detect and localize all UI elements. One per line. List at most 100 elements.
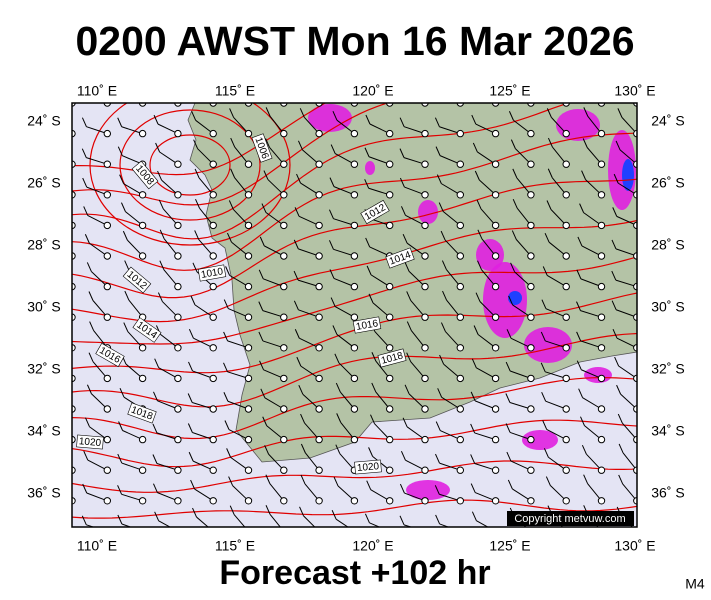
station: [421, 252, 429, 260]
station: [209, 466, 217, 474]
lat-label: 36˚ S: [651, 485, 684, 501]
barb-feather: [614, 356, 620, 367]
barb-feather: [581, 170, 587, 180]
barb-feather: [612, 328, 618, 339]
lon-label: 110˚ E: [77, 83, 117, 99]
barb-feather: [194, 168, 200, 179]
barb-feather: [300, 474, 306, 485]
isobar-label-text: 1020: [78, 436, 102, 449]
lon-label: 115˚ E: [215, 538, 255, 554]
station: [174, 497, 182, 505]
barb-feather: [332, 325, 338, 335]
station: [421, 129, 429, 138]
station: [139, 528, 145, 534]
barb-feather: [89, 321, 95, 331]
barb-feather: [192, 262, 198, 272]
isobar: [72, 256, 637, 345]
barb-feather: [546, 200, 552, 210]
barb-feather: [154, 511, 160, 521]
barb-feather: [435, 87, 439, 96]
station: [562, 374, 570, 383]
barb-feather: [406, 321, 412, 331]
barb-feather: [576, 331, 582, 342]
station: [281, 528, 287, 534]
barb-feather: [404, 384, 410, 395]
map-area: [72, 77, 637, 534]
station: [138, 129, 147, 138]
barb-feather: [83, 450, 89, 461]
barb-feather: [542, 266, 548, 276]
station: [456, 129, 464, 138]
heavy-rain: [622, 159, 634, 191]
isobar-label-text: 1016: [355, 318, 379, 333]
station: [280, 252, 288, 260]
barb-feather: [364, 179, 370, 189]
station: [527, 191, 535, 199]
station: [315, 129, 323, 138]
barb-feather: [473, 325, 479, 335]
barb-feather: [506, 451, 512, 462]
barb-feather: [332, 111, 338, 121]
isobar-label-box: [197, 264, 227, 282]
isobar-label: 1020: [354, 459, 382, 475]
barb-feather: [297, 140, 303, 151]
station: [103, 129, 112, 138]
copyright: Copyright metvuw.com: [514, 513, 625, 525]
barb-feather: [259, 360, 265, 371]
barb-feather: [193, 139, 199, 149]
barb-feather: [259, 236, 265, 247]
station: [491, 405, 500, 413]
barb-staff: [72, 469, 73, 471]
station: [103, 191, 112, 199]
lat-label: 30˚ S: [27, 299, 60, 315]
isobar: [72, 103, 570, 240]
barb-staff: [158, 520, 171, 527]
station: [386, 374, 394, 383]
barb-staff: [72, 347, 73, 348]
rain-area: [308, 104, 352, 132]
station: [350, 129, 359, 138]
barb-feather: [329, 177, 335, 187]
station: [280, 497, 288, 505]
barb-feather: [228, 200, 234, 210]
barb-feather: [404, 262, 410, 272]
isobar-label: 1016: [352, 316, 382, 334]
lon-label: 120˚ E: [352, 83, 393, 99]
barb-staff: [283, 103, 284, 104]
station: [280, 221, 288, 230]
isobar-label-box: [127, 402, 157, 424]
barb-feather: [265, 138, 270, 148]
lat-label: 28˚ S: [651, 237, 684, 253]
rain-area: [476, 239, 504, 271]
isobar: [119, 109, 261, 221]
station: [351, 528, 357, 534]
barb-feather: [226, 448, 232, 458]
barb-feather: [258, 269, 264, 280]
station: [527, 405, 535, 413]
barb-feather: [401, 85, 405, 94]
barb-feather: [265, 77, 269, 86]
barb-feather: [229, 108, 235, 118]
barb-feather: [293, 270, 299, 281]
barb-staff: [600, 103, 602, 104]
station: [421, 313, 429, 321]
barb-feather: [402, 233, 408, 244]
barb-feather: [371, 352, 377, 362]
isobar-label-box: [76, 434, 104, 450]
barb-feather: [328, 240, 334, 250]
barb-feather: [582, 138, 588, 148]
barb-feather: [471, 511, 477, 521]
station: [597, 374, 606, 383]
barb-feather: [230, 168, 236, 178]
barb-feather: [261, 203, 267, 213]
barb-feather: [120, 202, 126, 212]
isobar: [72, 499, 637, 519]
station: [421, 435, 429, 444]
station: [562, 221, 570, 230]
barb-feather: [576, 360, 582, 370]
lat-label: 32˚ S: [27, 361, 60, 377]
station: [138, 466, 147, 474]
barb-feather: [154, 358, 160, 368]
station: [350, 374, 359, 383]
lat-label: 36˚ S: [27, 485, 60, 501]
